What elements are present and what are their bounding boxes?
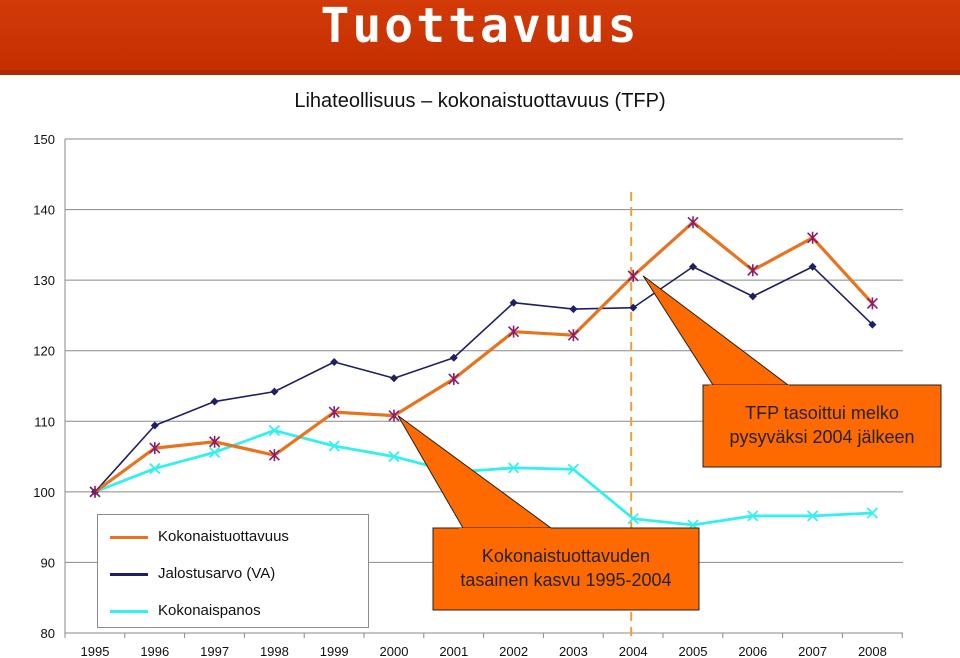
x-tick-label-2002: 2002 [499,644,528,658]
data-point-kokonaispanos-1998 [268,424,281,437]
chart-legend: Kokonaistuottavuus Jalostusarvo (VA) Kok… [97,514,369,628]
data-point-kokonaistuottavuus-2001 [448,372,460,385]
y-tick-label-140: 140 [33,203,55,218]
data-point-jalostusarvo-va-1999 [330,358,339,367]
data-point-jalostusarvo-va-2001 [449,353,458,362]
data-point-jalostusarvo-va-2005 [689,262,697,271]
data-point-kokonaispanos-1996 [149,462,161,475]
data-point-jalostusarvo-va-2004 [629,303,638,312]
y-tick-label-110: 110 [34,414,55,429]
chart-title: Lihateollisuus – kokonaistuottavuus (TFP… [294,90,666,112]
y-tick-label-130: 130 [33,273,55,288]
callout-text-kasvu-line1: Kokonaistuottavuden [482,546,650,566]
data-point-kokonaispanos-2002 [507,462,520,474]
data-point-kokonaistuottavuus-2005 [687,216,699,229]
data-point-kokonaistuottavuus-1995 [89,485,101,498]
x-tick-label-1995: 1995 [81,644,110,658]
callout-box-tfp [702,384,942,468]
x-tick-label-2005: 2005 [679,644,708,658]
data-point-jalostusarvo-va-2007 [808,262,817,271]
data-point-kokonaistuottavuus-2003 [567,329,579,342]
legend-swatch-jalostusarvo [110,573,148,576]
x-tick-label-1999: 1999 [320,644,349,658]
data-point-kokonaistuottavuus-2008 [866,297,878,310]
y-tick-label-100: 100 [33,485,55,500]
x-tick-label-1996: 1996 [140,644,169,658]
series-line-kokonaispanos [94,429,873,527]
data-point-jalostusarvo-va-2002 [509,298,518,307]
callout-pointer-kasvu [397,415,553,529]
data-point-kokonaistuottavuus-2007 [807,231,819,244]
callout-text-tfp-line2: pysyväksi 2004 jälkeen [729,427,914,447]
data-point-kokonaispanos-1997 [208,446,221,458]
data-point-kokonaispanos-2008 [866,507,879,519]
data-point-kokonaistuottavuus-1999 [328,406,340,419]
data-point-jalostusarvo-va-2003 [569,305,578,314]
data-point-jalostusarvo-va-2006 [748,292,757,301]
callout-text-tfp: TFP tasoittui melko pysyväksi 2004 jälkee… [729,403,914,447]
x-tick-label-2000: 2000 [380,644,409,658]
legend-label-kokonaispanos: Kokonaispanos [158,602,261,619]
callout-box-kasvu [432,527,700,611]
legend-swatch-kokonaispanos [110,610,148,613]
series-kokonaistuottavuus [89,216,878,498]
y-axis-ticks: 80 90 100 110 120 130 140 150 [33,132,55,641]
y-tick-label-120: 120 [33,344,55,359]
callout-pointer-tfp [642,275,790,386]
data-point-jalostusarvo-va-1996 [150,421,159,430]
page-title: Tuottavuus [320,0,640,54]
data-point-jalostusarvo-va-1997 [210,397,219,406]
callout-text-kasvu: Kokonaistuottavuden tasainen kasvu 1995-2… [460,546,671,590]
x-tick-label-1998: 1998 [260,644,289,658]
data-point-kokonaistuottavuus-1998 [268,449,280,462]
x-tick-label-2001: 2001 [439,644,468,658]
data-point-kokonaistuottavuus-2000 [388,409,400,422]
callout-joint-kasvu [459,528,551,530]
data-point-kokonaistuottavuus-1996 [149,442,161,455]
legend-label-jalostusarvo: Jalostusarvo (VA) [158,565,276,582]
data-point-kokonaispanos-2007 [806,510,819,522]
y-tick-label-90: 90 [41,555,55,570]
data-point-jalostusarvo-va-2008 [868,320,877,329]
callout-text-tfp-line1: TFP tasoittui melko [745,403,899,423]
data-point-kokonaistuottavuus-2006 [747,264,759,277]
series-line-jalostusarvo-va [94,265,873,493]
legend-item-jalostusarvo: Jalostusarvo (VA) [108,563,368,585]
x-tick-label-1997: 1997 [200,644,229,658]
data-point-kokonaistuottavuus-1997 [209,435,221,448]
data-point-kokonaispanos-2000 [388,450,400,463]
x-tick-label-2006: 2006 [738,644,767,658]
series-group [89,216,879,531]
annotation-group: TFP tasoittui melko pysyväksi 2004 jälkee… [397,275,942,611]
legend-label-kokonaistuottavuus: Kokonaistuottavuus [158,528,289,545]
legend-item-kokonaispanos: Kokonaispanos [108,600,368,622]
x-axis-ticks: 1995 1996 1997 1998 1999 2000 2001 2002 2003 2004… [64,633,903,658]
callout-text-kasvu-line2: tasainen kasvu 1995-2004 [460,570,671,590]
y-tick-label-150: 150 [33,132,55,147]
series-line-kokonaistuottavuus [94,220,874,494]
data-point-jalostusarvo-va-1998 [270,387,279,396]
legend-item-kokonaistuottavuus: Kokonaistuottavuus [108,526,368,548]
data-point-kokonaispanos-2003 [567,463,580,475]
legend-swatch-kokonaistuottavuus [110,536,148,539]
data-point-kokonaispanos-2004 [627,513,639,525]
data-point-kokonaispanos-1999 [328,440,340,452]
banner-background [0,0,960,75]
y-tick-label-80: 80 [41,626,55,641]
x-tick-label-2007: 2007 [798,644,827,658]
banner-divider [0,70,960,75]
data-point-kokonaispanos-2006 [747,510,759,522]
title-banner: Tuottavuus [0,0,960,75]
x-tick-label-2008: 2008 [858,644,887,658]
data-point-kokonaistuottavuus-2004 [627,269,639,282]
callout-joint-tfp [709,385,789,387]
data-point-jalostusarvo-va-2000 [390,374,398,383]
data-point-kokonaistuottavuus-2002 [508,325,520,338]
x-tick-label-2003: 2003 [559,644,588,658]
x-tick-label-2004: 2004 [619,644,648,658]
